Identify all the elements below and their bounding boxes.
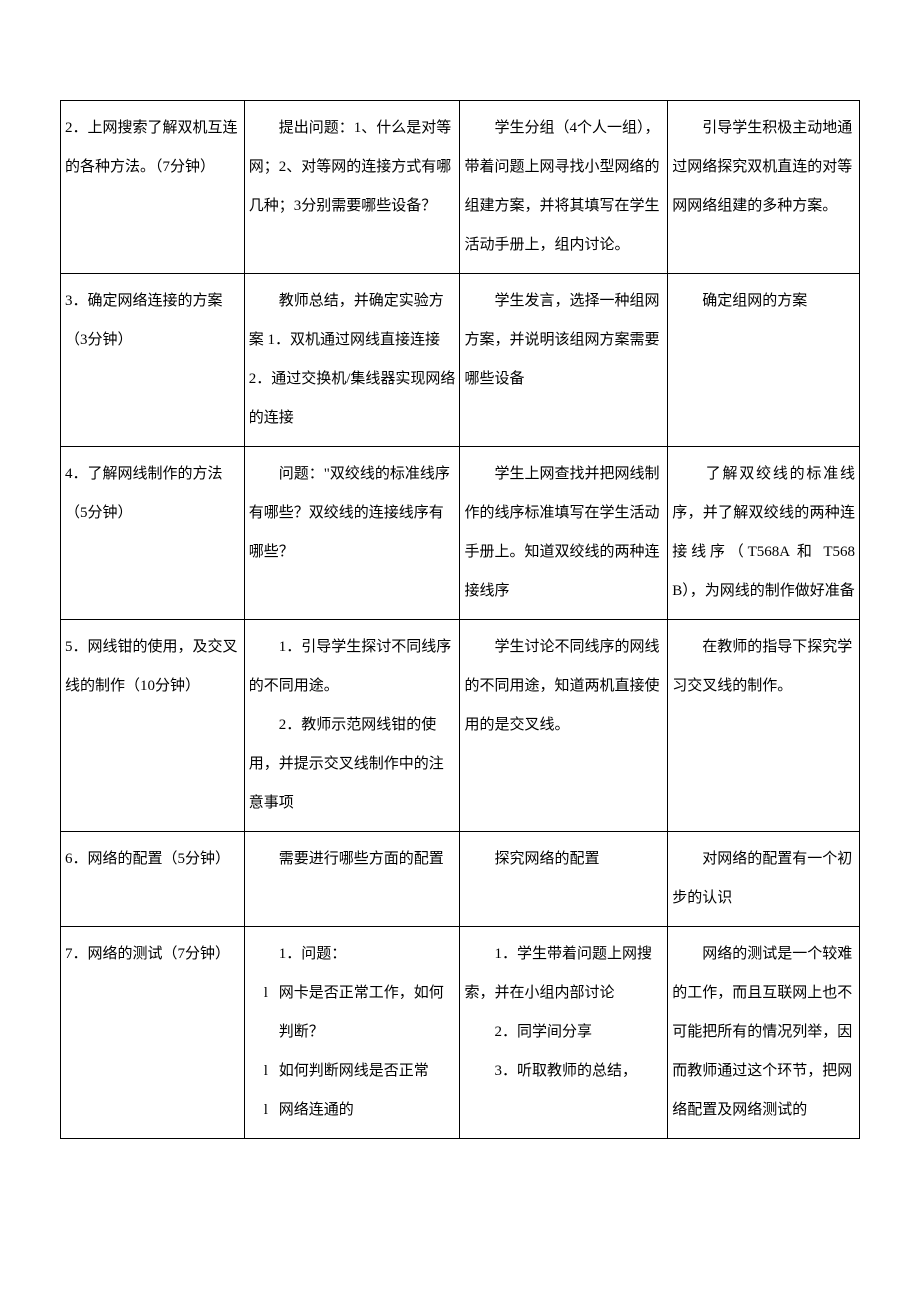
bullet-item: l 网络连通的: [249, 1091, 456, 1130]
cell-student: 学生分组（4个人一组），带着问题上网寻找小型网络的组建方案，并将其填写在学生活动…: [460, 101, 668, 274]
cell-intent: 在教师的指导下探究学习交叉线的制作。: [668, 620, 860, 832]
cell-intent: 对网络的配置有一个初步的认识: [668, 832, 860, 927]
cell-step: 6．网络的配置（5分钟）: [61, 832, 245, 927]
cell-teacher: 1．问题： l 网卡是否正常工作，如何判断？ l 如何判断网线是否正常 l 网络连通的: [244, 927, 460, 1139]
cell-intent: 引导学生积极主动地通过网络探究双机直连的对等网网络组建的多种方案。: [668, 101, 860, 274]
lesson-plan-table: 2．上网搜索了解双机互连的各种方法。（7分钟） 提出问题：1、什么是对等网；2、…: [60, 100, 860, 1139]
bullet-item: l 如何判断网线是否正常: [249, 1052, 456, 1091]
bullet-item: l 网卡是否正常工作，如何判断？: [249, 974, 456, 1052]
cell-step: 4．了解网线制作的方法（5分钟）: [61, 447, 245, 620]
cell-student: 学生发言，选择一种组网方案，并说明该组网方案需要哪些设备: [460, 274, 668, 447]
cell-intent: 确定组网的方案: [668, 274, 860, 447]
table-row: 3．确定网络连接的方案（3分钟） 教师总结，并确定实验方案 1．双机通过网线直接…: [61, 274, 860, 447]
cell-intent: 了解双绞线的标准线序，并了解双绞线的两种连接线序（T568A 和 T568B），…: [668, 447, 860, 620]
bullet-icon: l: [264, 974, 268, 1013]
cell-student: 学生讨论不同线序的网线的不同用途，知道两机直接使用的是交叉线。: [460, 620, 668, 832]
cell-intent: 网络的测试是一个较难的工作，而且互联网上也不可能把所有的情况列举，因而教师通过这…: [668, 927, 860, 1139]
table-body: 2．上网搜索了解双机互连的各种方法。（7分钟） 提出问题：1、什么是对等网；2、…: [61, 101, 860, 1139]
table-row: 4．了解网线制作的方法（5分钟） 问题："双绞线的标准线序有哪些？双绞线的连接线…: [61, 447, 860, 620]
cell-step: 2．上网搜索了解双机互连的各种方法。（7分钟）: [61, 101, 245, 274]
bullet-text: 网络连通的: [279, 1102, 354, 1118]
cell-teacher: 提出问题：1、什么是对等网；2、对等网的连接方式有哪几种；3分别需要哪些设备？: [244, 101, 460, 274]
bullet-icon: l: [264, 1091, 268, 1130]
table-row: 5．网线钳的使用，及交叉线的制作（10分钟） 1．引导学生探讨不同线序的不同用途…: [61, 620, 860, 832]
cell-step: 7．网络的测试（7分钟）: [61, 927, 245, 1139]
cell-student: 探究网络的配置: [460, 832, 668, 927]
cell-teacher: 教师总结，并确定实验方案 1．双机通过网线直接连接 2．通过交换机/集线器实现网…: [244, 274, 460, 447]
table-row: 6．网络的配置（5分钟） 需要进行哪些方面的配置 探究网络的配置 对网络的配置有…: [61, 832, 860, 927]
cell-teacher: 需要进行哪些方面的配置: [244, 832, 460, 927]
cell-step: 3．确定网络连接的方案（3分钟）: [61, 274, 245, 447]
cell-teacher: 问题："双绞线的标准线序有哪些？双绞线的连接线序有哪些？: [244, 447, 460, 620]
cell-step: 5．网线钳的使用，及交叉线的制作（10分钟）: [61, 620, 245, 832]
bullet-icon: l: [264, 1052, 268, 1091]
bullet-text: 如何判断网线是否正常: [279, 1063, 429, 1079]
table-row: 2．上网搜索了解双机互连的各种方法。（7分钟） 提出问题：1、什么是对等网；2、…: [61, 101, 860, 274]
cell-teacher: 1．引导学生探讨不同线序的不同用途。 2．教师示范网线钳的使用，并提示交叉线制作…: [244, 620, 460, 832]
document-page: 2．上网搜索了解双机互连的各种方法。（7分钟） 提出问题：1、什么是对等网；2、…: [0, 0, 920, 1199]
cell-student: 1．学生带着问题上网搜索，并在小组内部讨论 2．同学间分享 3．听取教师的总结，: [460, 927, 668, 1139]
cell-student: 学生上网查找并把网线制作的线序标准填写在学生活动手册上。知道双绞线的两种连接线序: [460, 447, 668, 620]
bullet-text: 网卡是否正常工作，如何判断？: [279, 985, 444, 1040]
line: 1．问题：: [249, 946, 347, 962]
table-row: 7．网络的测试（7分钟） 1．问题： l 网卡是否正常工作，如何判断？ l 如何判断…: [61, 927, 860, 1139]
